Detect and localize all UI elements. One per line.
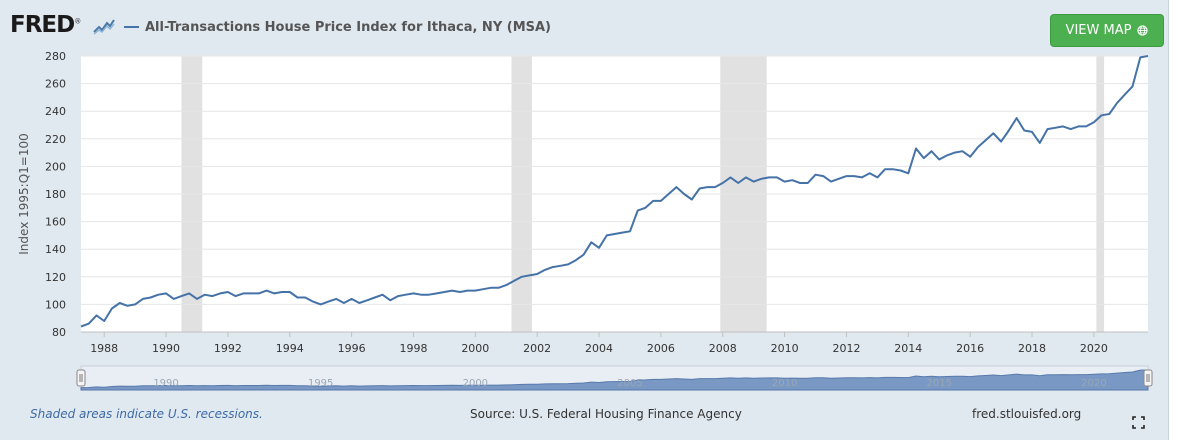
navigator-label: 1990 [153, 378, 178, 389]
navigator-label: 2005 [617, 378, 642, 389]
navigator-label: 2020 [1081, 378, 1106, 389]
registered-mark: ® [74, 17, 81, 26]
series-line-0[interactable] [80, 55, 1149, 328]
navigator-label: 2015 [927, 378, 952, 389]
x-tick-label: 1994 [276, 342, 304, 355]
x-tick-label: 2020 [1080, 342, 1108, 355]
x-tick-label: 2012 [832, 342, 860, 355]
x-tick-label: 2016 [956, 342, 984, 355]
recession-note: Shaded areas indicate U.S. recessions. [30, 407, 263, 421]
x-tick-label: 2014 [894, 342, 922, 355]
range-navigator[interactable]: 1990 1995 2000 2005 2010 2015 2020 [76, 365, 1153, 391]
navigator-label: 1995 [308, 378, 333, 389]
legend-swatch [124, 26, 139, 28]
navigator-left-handle[interactable] [76, 369, 86, 387]
x-tick-label: 2004 [585, 342, 613, 355]
y-tick-label: 160 [45, 216, 66, 229]
x-tick-label: 2008 [709, 342, 737, 355]
source-text: Source: U.S. Federal Housing Finance Age… [470, 407, 742, 421]
x-axis: 1988 1990 1992 1994 1996 1998 2000 2002 2004 2006… [90, 332, 1108, 355]
fred-logo[interactable]: FRED® [10, 12, 81, 38]
x-tick-label: 1988 [90, 342, 118, 355]
x-tick-label: 2018 [1018, 342, 1046, 355]
fred-chart-logo-icon [92, 16, 116, 36]
y-tick-label: 220 [45, 133, 66, 146]
y-tick-label: 140 [45, 243, 66, 256]
x-tick-label: 1998 [399, 342, 427, 355]
series-legend[interactable]: All-Transactions House Price Index for I… [124, 19, 551, 35]
y-tick-label: 260 [45, 78, 66, 91]
series-layer [80, 55, 1149, 328]
chart-title: All-Transactions House Price Index for I… [145, 19, 551, 35]
globe-icon [1137, 25, 1149, 36]
fullscreen-icon[interactable] [1132, 416, 1145, 429]
x-tick-label: 1996 [338, 342, 366, 355]
x-tick-label: 1992 [214, 342, 242, 355]
y-tick-label: 180 [45, 188, 66, 201]
view-map-label: VIEW MAP [1065, 23, 1132, 38]
navigator-right-handle[interactable] [1143, 369, 1153, 387]
y-tick-label: 120 [45, 271, 66, 284]
x-tick-label: 2002 [523, 342, 551, 355]
x-tick-label: 2000 [461, 342, 489, 355]
navigator-label: 2010 [772, 378, 797, 389]
y-tick-label: 80 [52, 326, 66, 339]
y-tick-label: 280 [45, 50, 66, 63]
y-axis: 80 100 120 140 160 180 200 220 240 260 280 [45, 50, 66, 339]
x-tick-label: 1990 [152, 342, 180, 355]
chart-container: FRED® All-Transactions House Price Index… [0, 0, 1169, 440]
site-url[interactable]: fred.stlouisfed.org [972, 407, 1082, 421]
y-tick-label: 240 [45, 105, 66, 118]
view-map-button[interactable]: VIEW MAP [1050, 14, 1164, 47]
navigator-series-area [80, 369, 1149, 391]
navigator-label: 2000 [463, 378, 488, 389]
grid-lines [81, 55, 1148, 333]
fred-logo-text: FRED [10, 12, 75, 38]
line-chart[interactable]: 80 100 120 140 160 180 200 220 240 260 280 1988 199… [0, 0, 1168, 440]
chart-header: FRED® All-Transactions House Price Index… [0, 0, 1168, 56]
x-tick-label: 2006 [647, 342, 675, 355]
x-tick-label: 2010 [771, 342, 799, 355]
y-tick-label: 100 [45, 298, 66, 311]
y-tick-label: 200 [45, 160, 66, 173]
